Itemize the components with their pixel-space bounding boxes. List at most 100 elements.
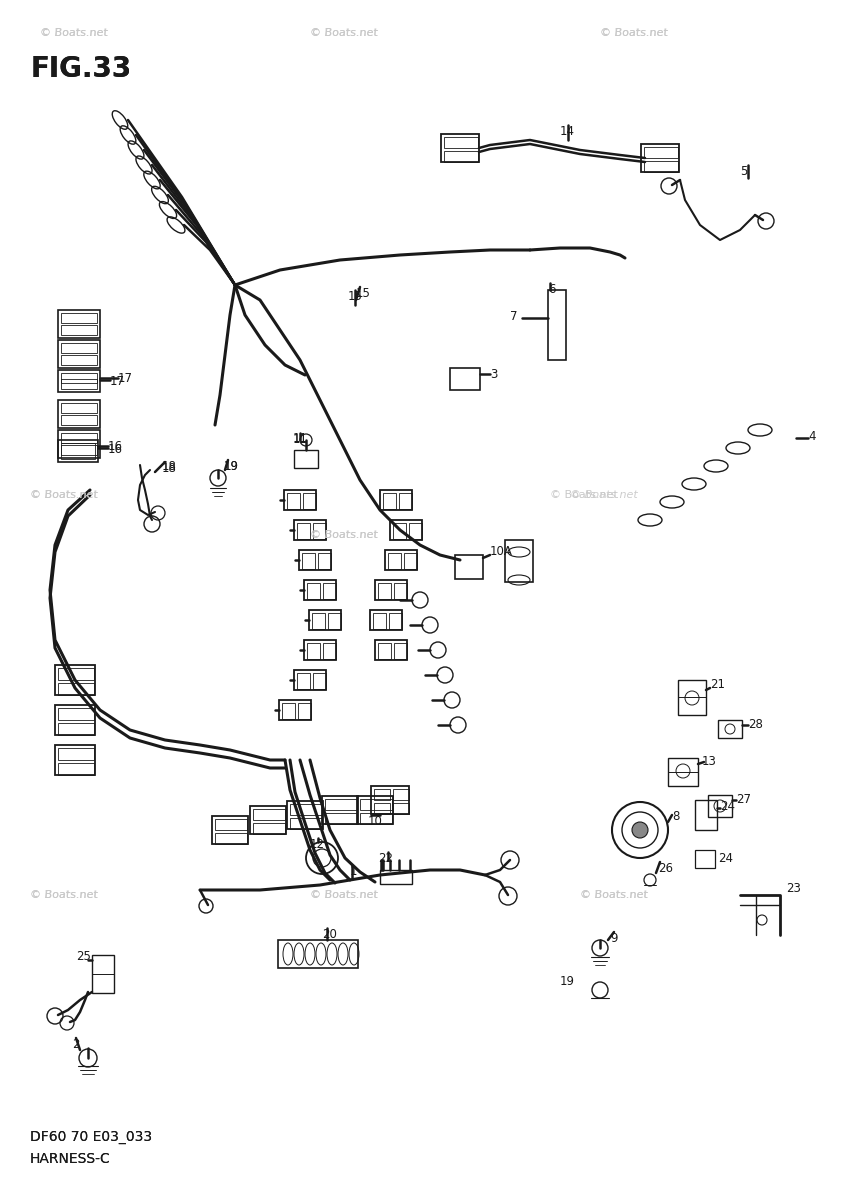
Text: 27: 27 xyxy=(736,793,751,806)
Text: 1: 1 xyxy=(350,865,358,878)
Bar xyxy=(505,540,533,582)
Bar xyxy=(215,818,247,830)
Bar xyxy=(58,310,100,338)
Text: 22: 22 xyxy=(378,852,393,865)
Bar xyxy=(61,379,97,389)
Bar xyxy=(380,490,412,510)
Bar xyxy=(375,640,407,660)
Bar xyxy=(61,343,97,353)
Text: © Boats.net: © Boats.net xyxy=(600,28,667,38)
Bar xyxy=(279,700,311,720)
Text: © Boats.net: © Boats.net xyxy=(30,890,98,900)
Bar xyxy=(253,809,285,820)
Bar xyxy=(374,790,390,800)
Bar xyxy=(304,640,336,660)
Bar xyxy=(61,313,97,323)
Bar xyxy=(250,806,286,834)
Text: © Boats.net: © Boats.net xyxy=(40,28,108,38)
Bar xyxy=(409,523,422,539)
Bar xyxy=(61,443,95,458)
Text: HARNESS-C: HARNESS-C xyxy=(30,1152,111,1166)
Bar xyxy=(360,814,392,824)
Bar xyxy=(297,523,310,539)
Bar xyxy=(55,745,95,775)
Text: 3: 3 xyxy=(490,368,497,382)
Bar xyxy=(385,550,417,570)
Bar xyxy=(61,325,97,335)
Bar xyxy=(307,643,320,659)
Bar xyxy=(58,748,94,760)
Bar xyxy=(328,613,341,629)
Text: © Boats.net: © Boats.net xyxy=(40,28,107,38)
Bar xyxy=(58,430,100,458)
Bar xyxy=(212,816,248,844)
Bar xyxy=(298,703,311,719)
Bar xyxy=(441,134,479,162)
Bar xyxy=(284,490,316,510)
Bar xyxy=(313,673,326,689)
Bar xyxy=(455,554,483,578)
Text: 18: 18 xyxy=(162,460,177,473)
Text: 6: 6 xyxy=(548,283,556,296)
Bar xyxy=(92,955,114,994)
Bar xyxy=(383,493,396,509)
Text: 28: 28 xyxy=(748,718,763,731)
Bar xyxy=(294,450,318,468)
Text: 18: 18 xyxy=(162,462,177,475)
Text: © Boats.net: © Boats.net xyxy=(310,890,378,900)
Text: 10A: 10A xyxy=(490,545,513,558)
Bar xyxy=(304,580,336,600)
Bar xyxy=(58,763,94,775)
Bar xyxy=(380,870,412,884)
Bar xyxy=(58,708,94,720)
Bar xyxy=(278,940,358,968)
Text: FIG.33: FIG.33 xyxy=(30,55,131,83)
Text: 16: 16 xyxy=(108,440,123,452)
Bar xyxy=(302,553,315,569)
Circle shape xyxy=(632,822,648,838)
Bar xyxy=(322,796,358,824)
Text: 7: 7 xyxy=(510,310,518,323)
Text: © Boats.net: © Boats.net xyxy=(580,890,648,900)
Bar xyxy=(375,580,407,600)
Bar xyxy=(58,722,94,734)
Bar xyxy=(641,144,679,172)
Bar xyxy=(297,673,310,689)
Bar xyxy=(290,818,322,829)
Bar xyxy=(695,850,715,868)
Text: 5: 5 xyxy=(740,164,747,178)
Bar xyxy=(309,610,341,630)
Bar xyxy=(294,670,326,690)
Text: 19: 19 xyxy=(560,974,575,988)
Text: 11: 11 xyxy=(293,433,308,446)
Text: © Boats.net: © Boats.net xyxy=(310,530,378,540)
Bar xyxy=(55,704,95,734)
Text: © Boats.net: © Boats.net xyxy=(310,890,378,900)
Bar xyxy=(393,523,406,539)
Text: 9: 9 xyxy=(610,932,618,946)
Text: DF60 70 E03_033: DF60 70 E03_033 xyxy=(30,1130,152,1144)
Text: 16: 16 xyxy=(108,443,123,456)
Bar xyxy=(290,804,322,815)
Bar xyxy=(444,151,478,162)
Bar xyxy=(253,823,285,834)
Bar xyxy=(695,800,717,830)
Bar xyxy=(389,613,402,629)
Text: 17: 17 xyxy=(110,374,125,388)
Bar xyxy=(287,802,323,829)
Bar xyxy=(325,799,357,810)
Text: 15: 15 xyxy=(348,290,363,302)
Text: 24: 24 xyxy=(720,800,735,814)
Text: 17: 17 xyxy=(118,372,133,385)
Bar xyxy=(390,520,422,540)
Bar xyxy=(61,415,97,425)
Text: © Boats.net: © Boats.net xyxy=(570,490,638,500)
Bar xyxy=(61,445,97,455)
Text: 20: 20 xyxy=(322,928,337,941)
Text: FIG.33: FIG.33 xyxy=(30,55,131,83)
Bar xyxy=(215,833,247,844)
Text: 2: 2 xyxy=(72,1038,80,1051)
Bar xyxy=(61,373,97,383)
Text: 23: 23 xyxy=(786,882,801,895)
Bar xyxy=(370,610,402,630)
